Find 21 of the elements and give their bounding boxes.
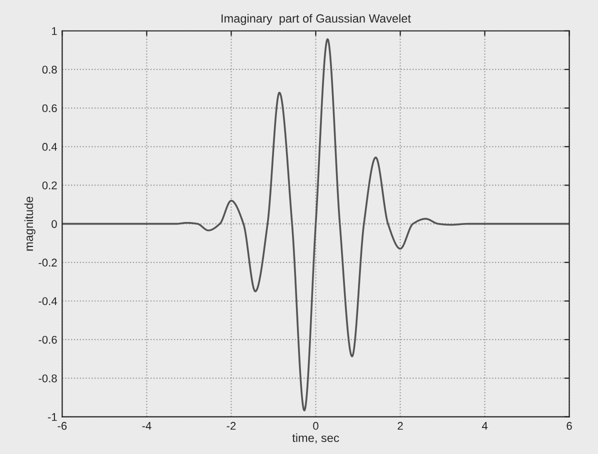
y-tick-label: 0 [52, 220, 57, 228]
y-tick-label: -0.8 [38, 374, 57, 382]
y-tick-label: 0.4 [42, 142, 58, 151]
y-axis-title: magnitude [24, 196, 36, 251]
x-tick-label: 0 [313, 422, 318, 430]
x-tick-label: -6 [58, 422, 67, 430]
y-tick-label: 0.6 [42, 104, 57, 112]
x-tick-label: 2 [398, 422, 403, 430]
y-tick-label: 1 [52, 27, 57, 35]
y-tick-label: -0.2 [38, 258, 57, 267]
y-tick-label: 0.8 [42, 66, 57, 74]
y-tick-label: 0.2 [42, 182, 57, 190]
x-tick-label: 4 [482, 422, 488, 430]
y-tick-label: -1 [48, 413, 57, 421]
x-tick-label: -4 [142, 422, 152, 430]
x-axis-title: time, sec [292, 433, 340, 444]
y-tick-label: -0.6 [38, 336, 57, 344]
chart-title: Imaginary part of Gaussian Wavelet [222, 14, 411, 25]
y-tick-label: -0.4 [38, 297, 58, 306]
x-tick-label: -2 [226, 422, 236, 430]
x-tick-label: 6 [566, 422, 572, 430]
